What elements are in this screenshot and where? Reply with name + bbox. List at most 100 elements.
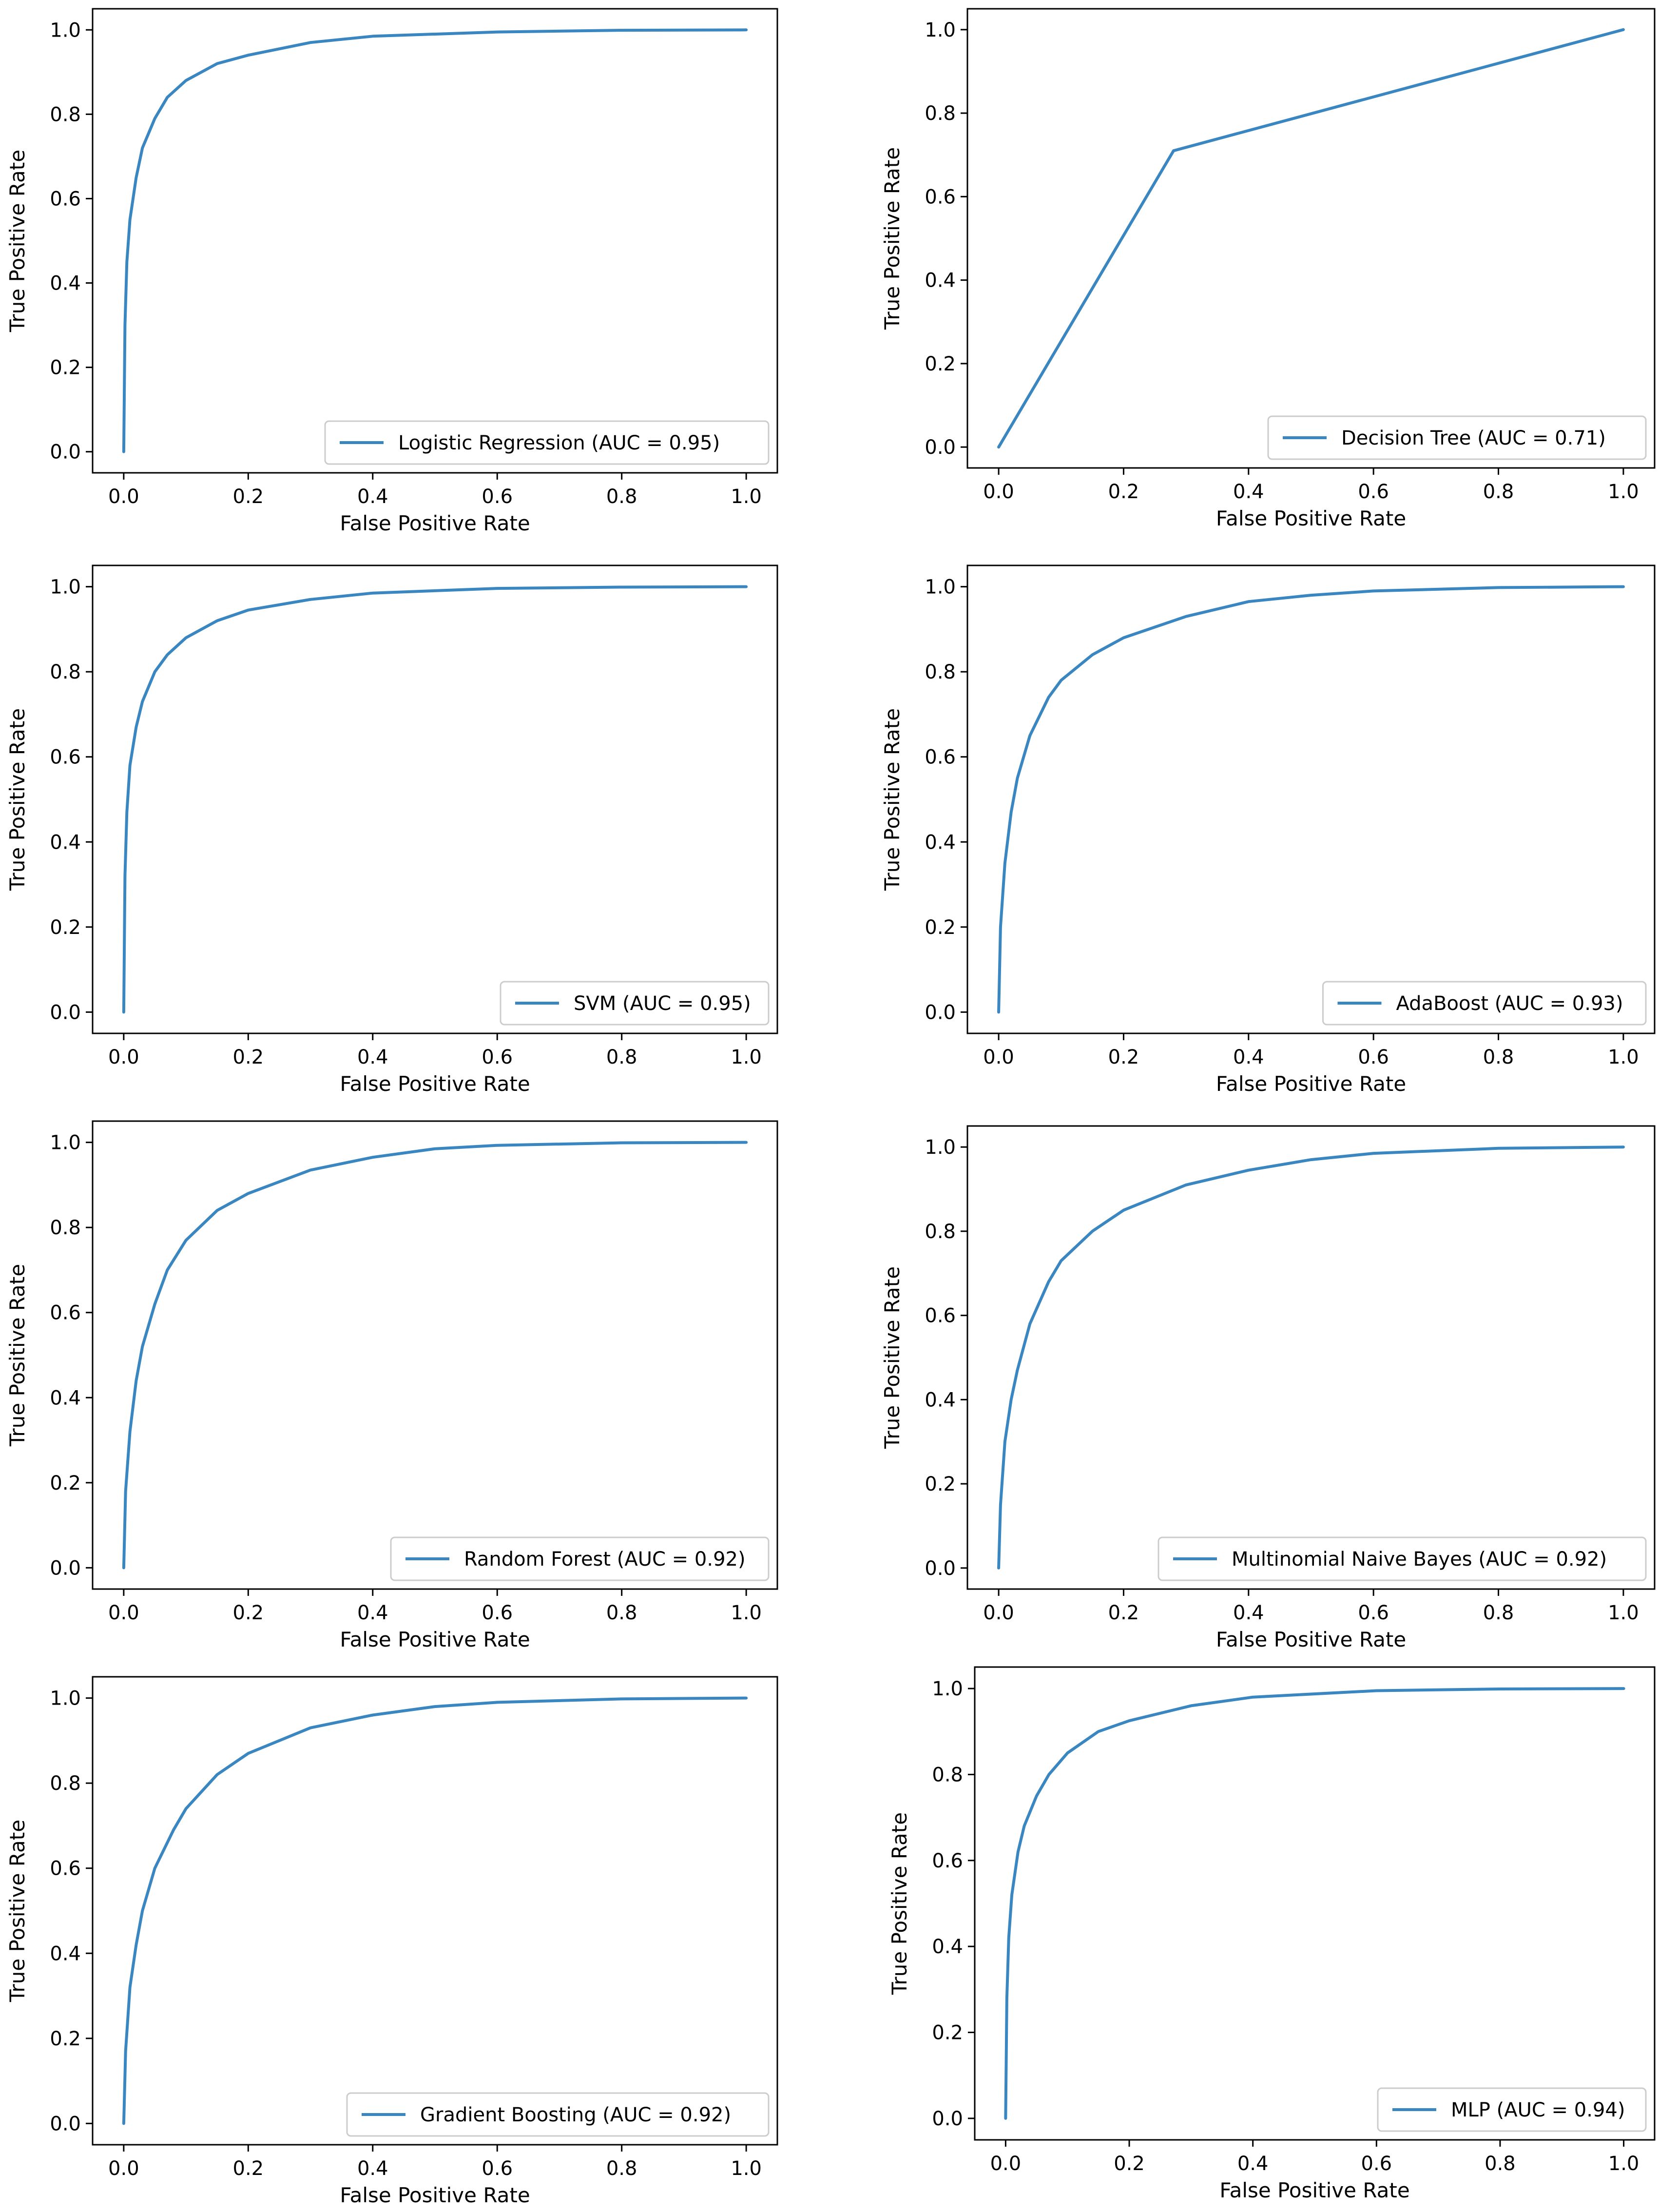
legend-label: Random Forest (AUC = 0.92) [464,1548,746,1571]
legend-box [346,2092,770,2137]
legend-label: Logistic Regression (AUC = 0.95) [398,432,720,454]
legend-box [1157,1536,1647,1581]
y-tick-label: 0.8 [932,1764,963,1786]
chart-panel-4: 0.0 0.2 0.4 0.6 0.8 1.0 0.0 0.2 0.4 0.6 0.8 1.0 Fals… [880,564,1656,1096]
chart-panel-8: 0.0 0.2 0.4 0.6 0.8 1.0 0.0 0.2 0.4 0.6 0.8 1.0 Fals… [887,1666,1656,2202]
x-tick-label: 0.4 [357,485,388,508]
y-tick-label: 0.2 [932,2022,963,2044]
y-tick-label: 0.2 [50,1472,81,1494]
x-tick-label: 0.6 [482,485,513,508]
legend-label: Decision Tree (AUC = 0.71) [1341,427,1606,449]
x-axis-label: False Positive Rate [1216,506,1406,530]
y-tick-label: 0.4 [50,272,81,295]
y-axis-label: True Positive Rate [880,1266,904,1449]
legend-label: MLP (AUC = 0.94) [1451,2099,1625,2121]
roc-curve-line [122,585,748,1014]
x-tick-label: 0.6 [482,1046,513,1068]
chart-panel-1: 0.0 0.2 0.4 0.6 0.8 1.0 0.0 0.2 0.4 0.6 0.8 1.0 Fals… [5,8,778,535]
x-tick-label: 0.4 [1233,1046,1264,1068]
chart-panel-3: 0.0 0.2 0.4 0.6 0.8 1.0 0.0 0.2 0.4 0.6 0.8 1.0 Fals… [5,564,778,1096]
chart-panel-6: 0.0 0.2 0.4 0.6 0.8 1.0 0.0 0.2 0.4 0.6 0.8 1.0 Fals… [880,1125,1656,1651]
y-tick-label: 0.0 [932,2108,963,2130]
axes-frame [974,1666,1656,2141]
x-tick-label: 0.4 [357,1046,388,1068]
x-tick-label: 1.0 [1608,481,1639,503]
x-axis-label: False Positive Rate [340,1072,530,1096]
x-tick-label: 0.2 [233,2157,264,2180]
legend-box [1267,415,1647,460]
y-tick-label: 0.2 [50,357,81,379]
axes-frame [966,1125,1656,1590]
y-tick-label: 0.2 [50,916,81,939]
chart-panel-2: 0.0 0.2 0.4 0.6 0.8 1.0 0.0 0.2 0.4 0.6 0.8 1.0 Fals… [880,8,1656,530]
y-tick-label: 1.0 [50,19,81,41]
y-tick-label: 0.2 [925,353,956,375]
y-axis-label: True Positive Rate [887,1812,911,1995]
y-tick-label: 0.0 [925,1001,956,1024]
legend-label: SVM (AUC = 0.95) [574,992,751,1015]
x-tick-label: 0.8 [606,1046,637,1068]
legend-box [1322,981,1647,1026]
x-tick-label: 1.0 [1608,2153,1639,2175]
y-tick-label: 0.4 [925,270,956,292]
roc-curve-line [1004,1687,1625,2120]
y-tick-label: 0.0 [50,1001,81,1024]
y-tick-label: 0.0 [50,2113,81,2135]
y-axis-label: True Positive Rate [5,1264,29,1447]
legend: AdaBoost (AUC = 0.93) [1322,981,1647,1026]
x-axis-label: False Positive Rate [340,2183,530,2207]
legend: Logistic Regression (AUC = 0.95) [324,420,770,465]
y-axis-label: True Positive Rate [880,147,904,330]
x-tick-label: 0.6 [482,2157,513,2180]
y-tick-label: 0.4 [932,1936,963,1958]
x-axis-label: False Positive Rate [1219,2178,1409,2202]
y-tick-label: 0.2 [50,2028,81,2050]
roc-curve-line [997,28,1625,449]
legend-box [1377,2087,1647,2132]
y-tick-label: 0.8 [50,1217,81,1239]
x-tick-label: 0.8 [1483,481,1514,503]
axes-frame [92,564,778,1034]
x-tick-label: 0.0 [108,1046,139,1068]
y-tick-label: 0.0 [925,1557,956,1580]
axes-frame [966,8,1656,469]
y-tick-label: 0.2 [925,1473,956,1495]
x-tick-label: 1.0 [731,1046,762,1068]
x-tick-label: 0.6 [1358,481,1389,503]
roc-curve-line [122,28,748,453]
x-tick-label: 0.0 [983,1046,1014,1068]
x-axis-label: False Positive Rate [1216,1628,1406,1651]
x-tick-label: 0.8 [1483,1046,1514,1068]
y-tick-label: 0.8 [50,1772,81,1795]
x-tick-label: 0.0 [108,485,139,508]
y-tick-label: 1.0 [50,1132,81,1154]
y-tick-label: 1.0 [925,19,956,41]
legend: Random Forest (AUC = 0.92) [390,1536,770,1581]
y-tick-label: 0.6 [925,746,956,769]
x-axis-label: False Positive Rate [340,511,530,535]
x-tick-label: 0.8 [1483,1602,1514,1624]
y-tick-label: 0.8 [925,1221,956,1243]
x-tick-label: 0.0 [990,2153,1022,2175]
axes-frame [92,1120,778,1590]
legend-box [324,420,770,465]
y-tick-label: 0.6 [932,1850,963,1872]
y-axis-label: True Positive Rate [5,150,29,332]
y-tick-label: 1.0 [925,576,956,599]
x-tick-label: 0.2 [233,1046,264,1068]
x-tick-label: 0.8 [1485,2153,1516,2175]
x-tick-label: 0.2 [1114,2153,1145,2175]
x-tick-label: 1.0 [731,485,762,508]
y-tick-label: 0.0 [925,436,956,459]
x-tick-label: 1.0 [1608,1602,1639,1624]
x-tick-label: 0.8 [606,2157,637,2180]
y-tick-label: 0.8 [50,103,81,126]
y-tick-label: 0.4 [50,1942,81,1965]
y-tick-label: 0.6 [50,746,81,769]
y-tick-label: 1.0 [50,576,81,599]
x-tick-label: 0.0 [108,1602,139,1624]
y-tick-label: 0.4 [50,1387,81,1409]
y-tick-label: 0.6 [925,186,956,208]
y-tick-label: 0.6 [50,1302,81,1324]
